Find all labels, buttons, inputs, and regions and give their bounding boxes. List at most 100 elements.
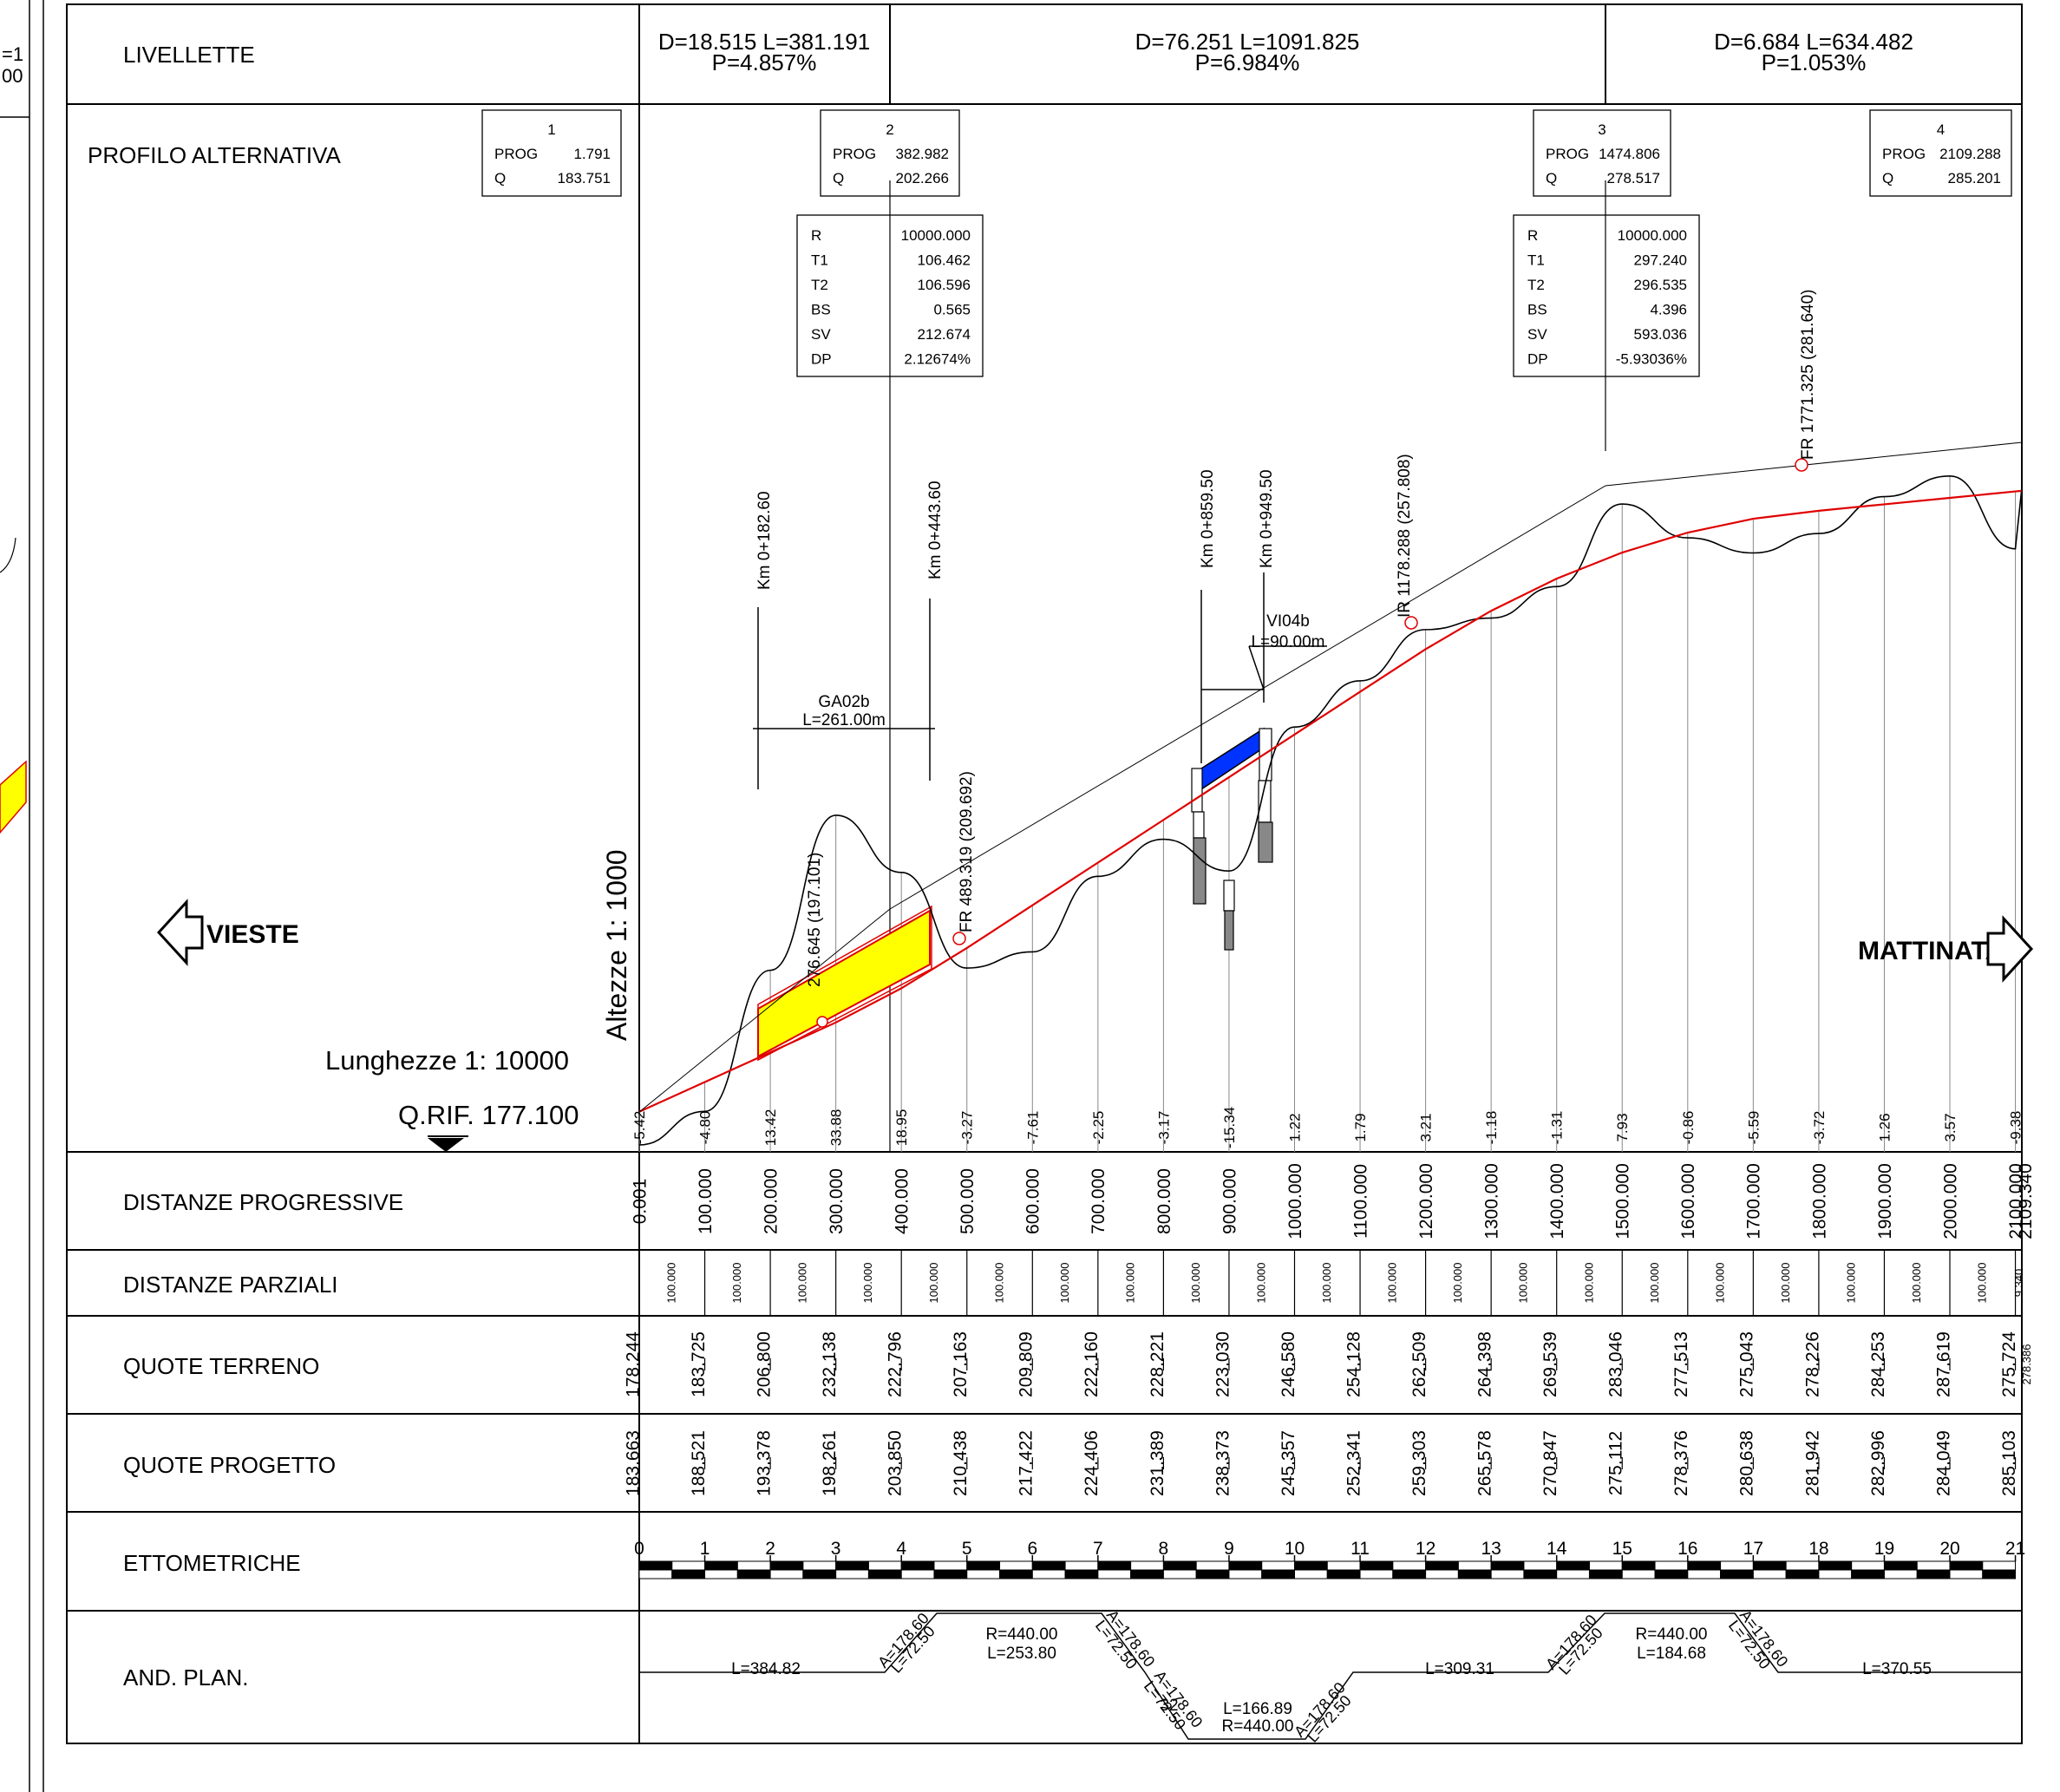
difference-label: -7.61 bbox=[1024, 1111, 1041, 1145]
terrain-label-last: 278.386 bbox=[2020, 1344, 2033, 1385]
project-label: 245.357 bbox=[1279, 1430, 1298, 1496]
plan-c1-r: R=440.00 bbox=[986, 1625, 1058, 1644]
scale-bar-segment bbox=[1883, 1560, 1918, 1571]
row-label-profilo: PROFILO ALTERNATIVA bbox=[88, 142, 341, 168]
ettometric-number: 3 bbox=[831, 1539, 841, 1559]
scale-bar-segment bbox=[1261, 1569, 1295, 1579]
progressive-label: 300.000 bbox=[827, 1168, 847, 1234]
vertex-box: 3 PROG 1474.806 Q 278.517 bbox=[1533, 109, 1671, 197]
ettometric-number: 15 bbox=[1612, 1539, 1632, 1559]
direction-mattinata: MATTINATA bbox=[1858, 937, 2004, 965]
scale-bar-segment bbox=[769, 1560, 804, 1571]
scale-bar-segment bbox=[802, 1560, 837, 1571]
project-label: 280.638 bbox=[1737, 1430, 1757, 1496]
row-label-distanze-parziali: DISTANZE PARZIALI bbox=[123, 1272, 338, 1298]
project-label: 183.663 bbox=[623, 1430, 643, 1496]
vertex-q: 285.201 bbox=[1948, 170, 2001, 186]
progressive-row: 0.001 100.000 200.000 300.000 400.000 500.000… bbox=[630, 1163, 2036, 1239]
project-label: 231.389 bbox=[1148, 1430, 1167, 1496]
partial-label: 100.000 bbox=[1255, 1263, 1268, 1304]
plan-l1: L=384.82 bbox=[731, 1660, 801, 1678]
scale-bar-segment bbox=[835, 1569, 869, 1579]
ettometric-number: 11 bbox=[1350, 1539, 1370, 1559]
scale-bar-segment bbox=[1490, 1560, 1525, 1571]
curve-value: -5.93036% bbox=[1616, 351, 1687, 368]
scale-bar-segment bbox=[999, 1560, 1033, 1571]
partial-label: 100.000 bbox=[1517, 1263, 1530, 1304]
scale-bar-segment bbox=[999, 1569, 1033, 1579]
terrain-label: 277.513 bbox=[1671, 1331, 1691, 1397]
terrain-label: 287.619 bbox=[1933, 1331, 1953, 1397]
partial-label: 100.000 bbox=[1320, 1263, 1333, 1304]
scale-bar-segment bbox=[1326, 1569, 1361, 1579]
arrow-right-icon bbox=[1986, 915, 2034, 983]
scale-bar-segment bbox=[769, 1569, 804, 1579]
scale-bar-segment bbox=[638, 1560, 673, 1571]
vertex-q: 183.751 bbox=[558, 170, 611, 186]
ettometric-number: 9 bbox=[1224, 1539, 1234, 1559]
partial-label: 100.000 bbox=[927, 1263, 940, 1304]
project-label: 238.373 bbox=[1213, 1430, 1233, 1496]
table-frame bbox=[66, 3, 2023, 1744]
scale-bar-segment bbox=[1064, 1560, 1099, 1571]
livelletta-1-line2: P=4.857% bbox=[712, 49, 817, 75]
partial-label: 100.000 bbox=[730, 1263, 743, 1304]
scale-bar-segment bbox=[1720, 1569, 1754, 1579]
curve-key: T2 bbox=[811, 277, 828, 293]
difference-label: 1.22 bbox=[1286, 1113, 1303, 1141]
scale-bar-segment bbox=[1097, 1569, 1132, 1579]
scale-bar-segment bbox=[1425, 1560, 1459, 1571]
project-label: 252.341 bbox=[1344, 1430, 1364, 1496]
special-point-1: 276.645 (197.101) bbox=[806, 853, 824, 987]
curve-value: 4.396 bbox=[1650, 302, 1687, 318]
station-viaduct-end: Km 0+949.50 bbox=[1258, 469, 1276, 568]
terrain-label: 222.796 bbox=[886, 1331, 906, 1397]
arrow-left-icon bbox=[156, 899, 204, 966]
scale-bar-segment bbox=[1621, 1569, 1656, 1579]
differences-row: -5.42 -4.80 13.42 33.88 18.95 -3.27 -7.61 -2.25… bbox=[631, 1107, 2024, 1148]
vertex-q: 278.517 bbox=[1607, 170, 1660, 186]
terrain-label: 206.800 bbox=[754, 1331, 774, 1397]
scale-bar-segment bbox=[1162, 1569, 1197, 1579]
project-label: 259.303 bbox=[1409, 1430, 1429, 1496]
curve-value: 297.240 bbox=[1634, 252, 1687, 269]
scale-bar-segment bbox=[1195, 1569, 1230, 1579]
project-label: 281.942 bbox=[1802, 1430, 1822, 1496]
scale-bar-segment bbox=[1654, 1560, 1689, 1571]
terrain-label: 246.580 bbox=[1279, 1331, 1298, 1397]
scale-bar-segment bbox=[867, 1569, 902, 1579]
scale-bar-segment bbox=[1425, 1569, 1459, 1579]
progressive-label-last: 2109.340 bbox=[2016, 1163, 2036, 1239]
scale-bar-segment bbox=[1490, 1569, 1525, 1579]
row-label-distanze-progressive: DISTANZE PROGRESSIVE bbox=[123, 1189, 403, 1215]
partial-label: 100.000 bbox=[665, 1263, 678, 1304]
ettometric-number: 1 bbox=[700, 1539, 710, 1559]
scale-bar-segment bbox=[1392, 1569, 1427, 1579]
scale-bar-segment bbox=[1326, 1560, 1361, 1571]
viaduct-name: VI04b bbox=[1266, 612, 1310, 631]
difference-label: -2.25 bbox=[1090, 1111, 1107, 1145]
scale-bar-segment bbox=[1523, 1560, 1558, 1571]
row-label-ettometriche: ETTOMETRICHE bbox=[123, 1550, 301, 1576]
difference-label: 3.57 bbox=[1942, 1113, 1959, 1141]
plan-r2: R=440.00 bbox=[1222, 1717, 1294, 1736]
scale-bar-segment bbox=[1359, 1569, 1394, 1579]
scale-bar-segment bbox=[1785, 1569, 1820, 1579]
scale-bar-segment bbox=[1031, 1560, 1066, 1571]
station-tunnel-start: Km 0+182.60 bbox=[755, 491, 774, 590]
vertex-prog: 1474.806 bbox=[1599, 146, 1660, 162]
terrain-label: 283.046 bbox=[1606, 1331, 1626, 1397]
pier-left-shaft bbox=[1193, 811, 1205, 839]
ettometriche-row: 0 1 2 3 4 5 6 7 8 9 10 11 12 13 14 15 16 17 18 19 20 21 bbox=[634, 1539, 2025, 1579]
terrain-label: 264.398 bbox=[1475, 1331, 1495, 1397]
terrain-label: 223.030 bbox=[1213, 1331, 1233, 1397]
vertex-number: 1 bbox=[547, 121, 555, 138]
scale-bar-segment bbox=[933, 1560, 968, 1571]
ground-profile-line bbox=[639, 475, 2023, 1146]
difference-label: 18.95 bbox=[893, 1109, 910, 1147]
plan-l4: L=370.55 bbox=[1862, 1660, 1932, 1678]
vertex-q-key: Q bbox=[1882, 170, 1893, 186]
difference-label: 7.93 bbox=[1614, 1113, 1631, 1141]
scale-bar-segment bbox=[1031, 1569, 1066, 1579]
livelletta-3-line2: P=1.053% bbox=[1762, 49, 1867, 75]
